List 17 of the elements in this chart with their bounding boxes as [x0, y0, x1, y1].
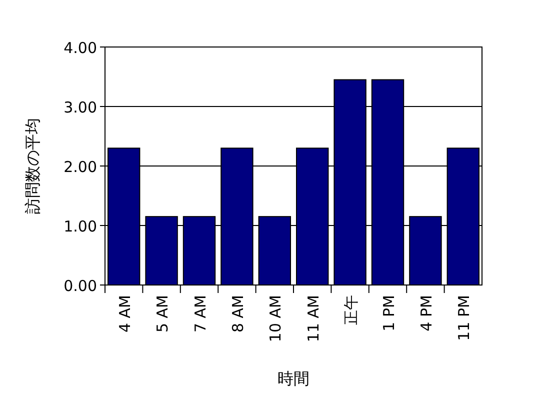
x-tick-label: 11 PM	[455, 295, 474, 341]
x-tick-label: 11 AM	[304, 295, 322, 342]
y-tick-label: 0.00	[64, 277, 97, 295]
x-tick-label: 1 PM	[380, 295, 398, 332]
x-tick-label: 4 AM	[116, 295, 134, 333]
y-tick-label: 2.00	[64, 158, 97, 176]
x-tick-label: 8 AM	[228, 295, 247, 333]
y-axis-title: 訪問数の平均	[23, 118, 42, 214]
x-tick-label: 10 AM	[266, 295, 285, 342]
x-tick-label: 7 AM	[191, 295, 210, 333]
x-tick-label: 5 AM	[154, 295, 172, 333]
y-tick-label: 3.00	[64, 98, 97, 116]
y-tick-label: 1.00	[64, 218, 97, 236]
x-axis-title: 時間	[278, 369, 310, 388]
x-tick-label: 正午	[342, 295, 360, 325]
y-tick-label: 4.00	[64, 39, 97, 57]
x-tick-label: 4 PM	[417, 295, 436, 332]
